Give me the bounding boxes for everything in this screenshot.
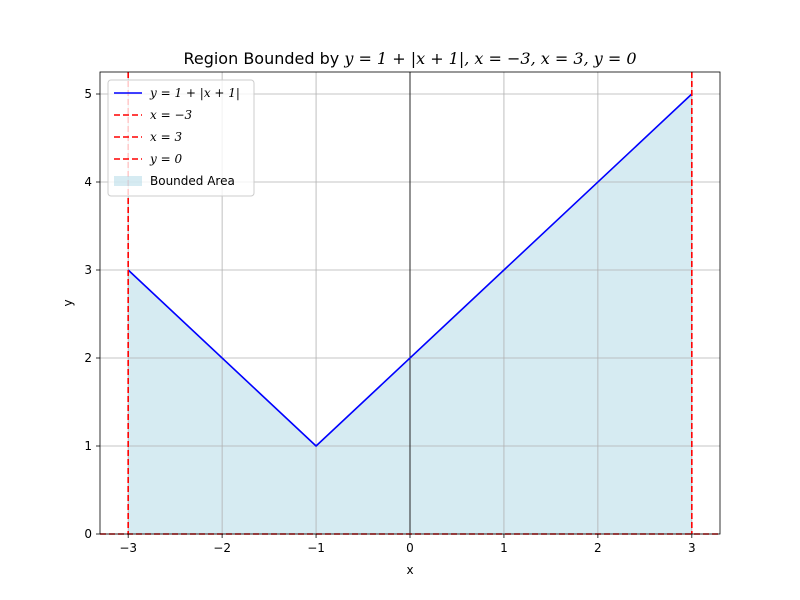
x-tick-label: 0: [406, 541, 414, 555]
plot-area: −3 −2 −1 0 1 2 3 0 1 2 3 4 5 y = 1 + |x + 1| x = −3 x =…: [84, 71, 721, 555]
legend-swatch-fill: [114, 176, 142, 186]
series-line-curve: [127, 93, 693, 448]
legend-entry-label: y = 1 + |x + 1|: [149, 86, 240, 100]
y-tick-label: 3: [84, 263, 92, 277]
x-tick-label: −3: [119, 541, 137, 555]
x-tick-label: −1: [307, 541, 325, 555]
legend-box: [107, 79, 255, 197]
chart-title: Region Bounded by y = 1 + |x + 1|, x = −…: [183, 49, 636, 68]
x-tick-label: 2: [594, 541, 602, 555]
y-tick-label: 2: [84, 351, 92, 365]
x-tick-label: −2: [213, 541, 231, 555]
legend-entry-label: Bounded Area: [150, 174, 235, 188]
bounded-area-fill: [128, 94, 692, 534]
legend-entry-label: y = 0: [149, 152, 182, 166]
legend: y = 1 + |x + 1| x = −3 x = 3 y = 0 Bounded A…: [107, 79, 255, 197]
y-tick-label: 4: [84, 175, 92, 189]
legend-entry-label: x = −3: [150, 108, 193, 122]
y-tick-label: 5: [84, 87, 92, 101]
x-tick-label: 1: [500, 541, 508, 555]
y-tick-label: 0: [84, 527, 92, 541]
x-axis-label: x: [406, 563, 413, 577]
legend-entry-label: x = 3: [150, 130, 182, 144]
y-axis-label: y: [61, 299, 75, 306]
y-tick-label: 1: [84, 439, 92, 453]
chart-title-math: y = 1 + |x + 1|, x = −3, x = 3, y = 0: [343, 49, 636, 68]
chart-title-prefix: Region Bounded by: [183, 49, 344, 68]
x-tick-label: 3: [688, 541, 696, 555]
